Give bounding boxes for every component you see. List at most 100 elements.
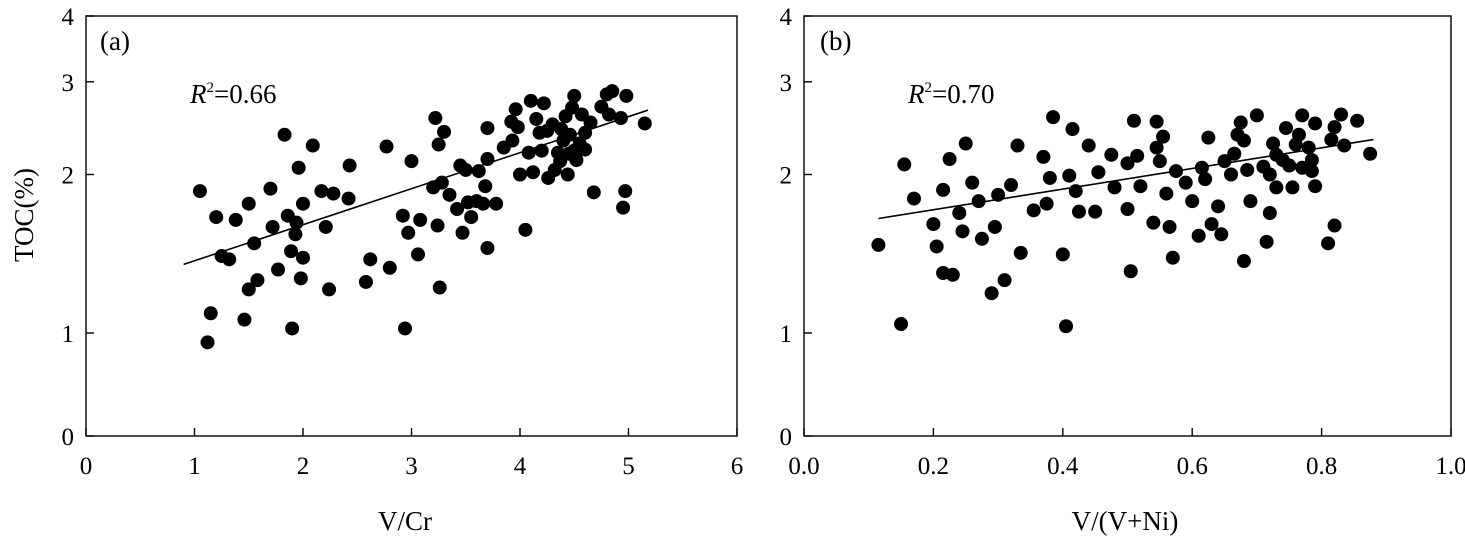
panel-a-x-tick-label: 1 xyxy=(188,453,201,480)
panel-b-data-point xyxy=(984,286,999,301)
panel-a-data-point xyxy=(508,102,523,117)
panel-b-data-point xyxy=(1065,122,1080,137)
panel-a-data-point xyxy=(241,282,256,297)
panel-a-data-point xyxy=(247,236,262,251)
panel-b-data-point xyxy=(1240,162,1255,177)
panel-b-data-point xyxy=(1046,110,1061,125)
panel-a-data-point xyxy=(428,111,443,126)
panel-a-data-point xyxy=(318,219,333,234)
panel-b-data-point xyxy=(1010,138,1025,153)
panel-a-data-point xyxy=(562,127,577,142)
panel-a-y-tick-label: 3 xyxy=(62,70,75,97)
panel-b-data-point xyxy=(1295,108,1310,123)
panel-b-data-point xyxy=(1350,113,1365,128)
panel-b-y-tick-label: 1 xyxy=(780,321,793,348)
panel-b-data-point xyxy=(1169,164,1184,179)
panel-b-data-point xyxy=(1156,129,1171,144)
panel-b-data-point xyxy=(1004,178,1019,193)
panel-b-data-point xyxy=(955,224,970,239)
panel-a-data-point xyxy=(277,127,292,142)
panel-b-data-point xyxy=(1107,180,1122,195)
panel-a-data-point xyxy=(464,210,479,225)
panel-a-data-point xyxy=(241,196,256,211)
panel-a-data-point xyxy=(192,184,207,199)
panel-a-data-point xyxy=(432,280,447,295)
panel-a-y-tick-label: 1 xyxy=(62,321,75,348)
panel-b-data-point xyxy=(1249,108,1264,123)
panel-a-data-point xyxy=(237,312,252,327)
panel-b-data-point xyxy=(1304,164,1319,179)
panel-a-data-point xyxy=(326,186,341,201)
panel-b-data-point xyxy=(1120,201,1135,216)
panel-b-label: (b) xyxy=(820,26,851,56)
panel-b-data-point xyxy=(1224,167,1239,182)
panel-b-data-point xyxy=(1042,170,1057,185)
panel-a-data-point xyxy=(478,179,493,194)
panel-a-data-point xyxy=(567,88,582,103)
panel-a-data-point xyxy=(404,154,419,169)
panel-b-y-tick-label: 4 xyxy=(780,4,793,31)
panel-a-data-point xyxy=(605,84,620,99)
panel-b-data-point xyxy=(1162,219,1177,234)
panel-b-trend-line xyxy=(878,138,1374,220)
panel-a-data-point xyxy=(200,335,215,350)
panel-a-data-point xyxy=(288,227,303,242)
panel-a-chart: (a) R2=0.66 V/Cr 0 1 2 3 4 5 6 0 1 2 3 4 xyxy=(62,4,744,536)
panel-a-data-point xyxy=(430,218,445,233)
panel-a-data-point xyxy=(565,100,580,115)
panel-b-data-point xyxy=(974,231,989,246)
panel-a-x-tick-label: 0 xyxy=(80,453,93,480)
panel-a-data-point xyxy=(480,241,495,256)
panel-b-r-squared-value: =0.70 xyxy=(932,79,994,109)
panel-a-data-point xyxy=(480,121,495,136)
panel-a-data-point xyxy=(476,196,491,211)
panel-b-data-point xyxy=(1211,199,1226,214)
panel-b-x-tick-label: 0.0 xyxy=(788,453,819,480)
panel-b-plot-frame xyxy=(803,15,1452,437)
panel-b-data-point xyxy=(1363,146,1378,161)
panel-a-data-point xyxy=(578,125,593,140)
panel-b-data-point xyxy=(1062,168,1077,183)
panel-b-data-point xyxy=(1291,127,1306,142)
panel-a-data-point xyxy=(358,274,373,289)
panel-a-data-point xyxy=(401,225,416,240)
panel-a-data-point xyxy=(536,96,551,111)
panel-b-data-point xyxy=(1194,160,1209,175)
panel-b-data-point xyxy=(1126,113,1141,128)
panel-a-y-tick-label: 0 xyxy=(62,424,75,451)
panel-b-data-point xyxy=(1130,148,1145,163)
panel-b-data-point xyxy=(1039,196,1054,211)
panel-b-data-point xyxy=(1217,154,1232,169)
panel-a-data-point xyxy=(458,162,473,177)
panel-b-x-tick-label: 0.4 xyxy=(1047,453,1079,480)
panel-b-data-point xyxy=(1204,217,1219,232)
panel-a-data-point xyxy=(397,321,412,336)
panel-b-data-point xyxy=(1088,204,1103,219)
panel-a-y-tick-label: 4 xyxy=(62,4,75,31)
panel-b-data-point xyxy=(1262,206,1277,221)
panel-b-data-point xyxy=(1236,133,1251,148)
panel-a-data-point xyxy=(569,153,584,168)
panel-a-data-point xyxy=(505,133,520,148)
panel-a-data-point xyxy=(619,88,634,103)
panel-a-data-point xyxy=(263,181,278,196)
panel-b-data-point xyxy=(929,239,944,254)
panel-a-r-squared: R2=0.66 xyxy=(189,79,276,109)
panel-b-data-point xyxy=(1081,138,1096,153)
panel-a-data-point xyxy=(437,124,452,139)
panel-a-y-tick-label: 2 xyxy=(62,163,75,190)
panel-a-data-point xyxy=(305,138,320,153)
panel-a-data-point xyxy=(296,250,310,265)
panel-a-data-point xyxy=(450,201,465,216)
panel-b-data-point xyxy=(906,191,921,206)
panel-a-data-point xyxy=(228,212,243,227)
panel-b-data-point xyxy=(1269,180,1284,195)
panel-a-data-point xyxy=(222,252,237,267)
panel-b-data-point xyxy=(1178,175,1193,190)
panel-a-x-tick-label: 6 xyxy=(731,453,744,480)
panel-b-data-point xyxy=(1165,250,1180,265)
panel-b-data-point xyxy=(1055,247,1070,262)
panel-a-data-point xyxy=(526,165,541,180)
panel-a-data-point xyxy=(314,184,329,199)
panel-a-data-point xyxy=(442,187,457,202)
